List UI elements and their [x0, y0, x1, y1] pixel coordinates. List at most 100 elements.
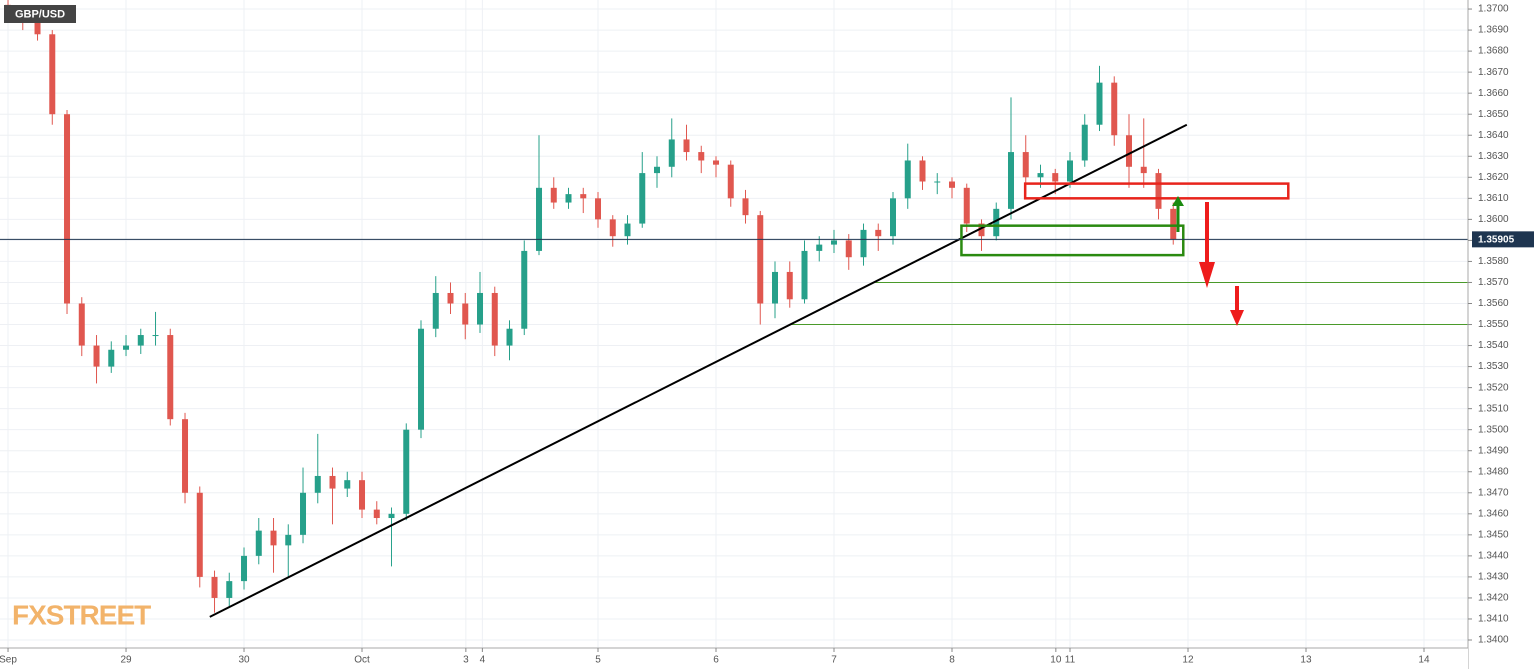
- candle-body: [639, 173, 646, 224]
- candle-body: [993, 208, 1000, 237]
- y-tick-label: 1.3530: [1478, 361, 1509, 372]
- candle-body: [1125, 135, 1132, 167]
- y-tick-label: 1.3650: [1478, 109, 1509, 120]
- candle-body: [1066, 160, 1073, 182]
- candle-body: [447, 292, 454, 304]
- candle-body: [609, 219, 616, 237]
- candle-body: [860, 229, 867, 258]
- candle-body: [64, 114, 71, 304]
- candle-body: [580, 194, 587, 199]
- symbol: GBP/USD: [15, 8, 65, 20]
- candle-body: [875, 229, 882, 237]
- y-tick-label: 1.3500: [1478, 424, 1509, 435]
- time-axis-panel: [0, 648, 1468, 669]
- candle-body: [432, 292, 439, 329]
- candle-body: [270, 530, 277, 546]
- x-tick-label: 4: [480, 655, 486, 666]
- candle-body: [388, 513, 395, 519]
- y-tick-label: 1.3610: [1478, 193, 1509, 204]
- candle-body: [1022, 152, 1029, 178]
- y-tick-label: 1.3670: [1478, 67, 1509, 78]
- y-tick-label: 1.3700: [1478, 4, 1509, 15]
- zone: [1023, 182, 1290, 200]
- candle-body: [668, 139, 675, 167]
- y-tick-label: 1.3660: [1478, 88, 1509, 99]
- candle-body: [565, 194, 572, 203]
- candle-body: [1037, 173, 1044, 178]
- marks: [0, 0, 1468, 618]
- candle-body: [742, 198, 749, 216]
- candle-body: [890, 198, 897, 237]
- y-tick-label: 1.3410: [1478, 614, 1509, 625]
- candle-body: [255, 530, 262, 556]
- x-tick-label: 13: [1300, 655, 1312, 666]
- price-axis-panel: [1468, 0, 1536, 669]
- y-tick-label: 1.3600: [1478, 214, 1509, 225]
- y-tick-label: 1.3540: [1478, 340, 1509, 351]
- candle-body: [757, 215, 764, 304]
- y-tick-label: 1.3690: [1478, 25, 1509, 36]
- last-price-label: 1.35905: [1478, 234, 1515, 245]
- x-tick-label: 29: [120, 655, 132, 666]
- candle-body: [78, 303, 85, 346]
- y-tick-label: 1.3570: [1478, 277, 1509, 288]
- candle-body: [595, 198, 602, 220]
- candle-body: [314, 475, 321, 493]
- candle-body: [816, 244, 823, 251]
- candle-body: [1170, 208, 1177, 240]
- candle-body: [831, 240, 838, 245]
- y-tick-label: 1.3640: [1478, 130, 1509, 141]
- candle-body: [285, 534, 292, 546]
- candle-body: [1155, 173, 1162, 209]
- last-price-badge: [1472, 231, 1534, 248]
- x-tick-label: 3: [463, 655, 469, 666]
- candle-body: [536, 187, 543, 251]
- candle-body: [1111, 82, 1118, 136]
- y-tick-label: 1.3520: [1478, 382, 1509, 393]
- candle-body: [1081, 124, 1088, 161]
- y-tick-label: 1.3460: [1478, 508, 1509, 519]
- candle-body: [152, 335, 159, 337]
- candle-body: [904, 160, 911, 199]
- x-tick-label: 8: [949, 655, 955, 666]
- candle-body: [978, 223, 985, 237]
- arrow-down-head: [1199, 262, 1215, 288]
- candle-body: [713, 160, 720, 165]
- trendline: [209, 123, 1188, 618]
- candle-body: [919, 160, 926, 182]
- x-tick-label: 30: [238, 655, 250, 666]
- zone: [960, 224, 1185, 257]
- candle-body: [934, 181, 941, 183]
- y-tick-label: 1.3400: [1478, 635, 1509, 646]
- candle-body: [344, 480, 351, 489]
- candle-body: [167, 335, 174, 420]
- candle-body: [624, 223, 631, 237]
- candle-body: [418, 328, 425, 430]
- candle-body: [963, 187, 970, 224]
- candle-body: [491, 292, 498, 346]
- y-tick-label: 1.3620: [1478, 172, 1509, 183]
- overlay: [1172, 196, 1244, 326]
- candle-body: [654, 166, 661, 174]
- candle-body: [359, 480, 366, 510]
- y-tick-label: 1.3440: [1478, 551, 1509, 562]
- candle-body: [550, 187, 557, 203]
- x-tick-label: Oct: [354, 655, 370, 666]
- candle-body: [1096, 82, 1103, 125]
- candle-body: [462, 303, 469, 325]
- candle-body: [845, 240, 852, 258]
- candle-body: [300, 492, 307, 535]
- candle-body: [801, 250, 808, 300]
- candle-body: [373, 509, 380, 519]
- candle-body: [727, 164, 734, 199]
- y-tick-label: 1.3680: [1478, 46, 1509, 57]
- arrow-up-head: [1172, 196, 1184, 206]
- candle-body: [196, 492, 203, 577]
- x-tick-label: 7: [831, 655, 837, 666]
- x-tick-label: 14: [1418, 655, 1430, 666]
- watermark: FXSTREET: [12, 599, 151, 630]
- x-tick-label: Sep: [0, 655, 17, 666]
- candle-body: [477, 292, 484, 325]
